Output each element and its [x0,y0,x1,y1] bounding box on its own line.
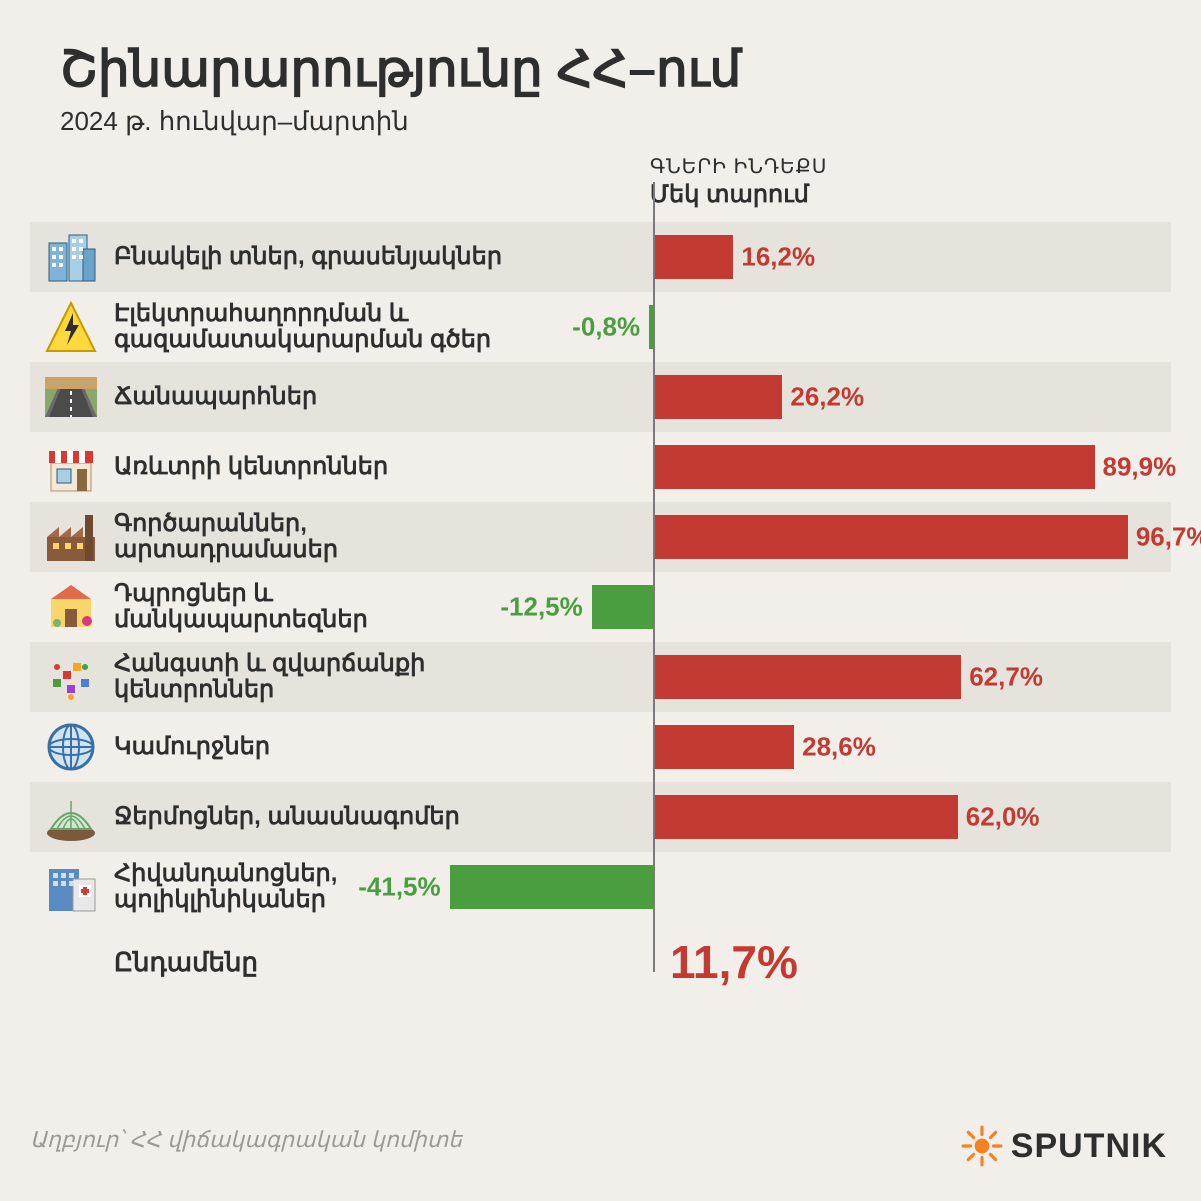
category-label: Հանգստի և զվարճանքի կենտրոններ [108,651,508,704]
total-label: Ընդամենը [114,947,258,978]
sputnik-sun-icon [961,1125,1003,1167]
hospital-icon [34,857,108,917]
bar-chart: Բնակելի տներ, գրասենյակներ 16,2% Էլեկտրահա… [30,222,1171,1002]
chart-row: Գործարաններ, արտադրամասեր96,7% [30,502,1171,572]
chart-row: Հանգստի և զվարճանքի կենտրոններ 62,7% [30,642,1171,712]
brand-logo: SPUTNIK [961,1125,1167,1167]
bar-positive [654,795,958,839]
chart-row: Դպրոցներ ևմանկապարտեզներ -12,5% [30,572,1171,642]
bar-positive [654,375,782,419]
bar-positive [654,235,733,279]
brand-text: SPUTNIK [1011,1127,1167,1166]
category-label: Ճանապարհներ [108,384,317,410]
legend: ԳՆԵՐԻ ԻՆԴԵՔՍ Մեկ տարում [650,155,1171,210]
value-label: -12,5% [500,592,582,623]
chart-row: Հիվանդանոցներ,պոլիկլինիկաներ -41,5% [30,852,1171,922]
chart-row: Ճանապարհներ 26,2% [30,362,1171,432]
value-label: 89,9% [1095,452,1177,483]
zero-axis [653,182,655,972]
legend-line2: Մեկ տարում [650,180,1171,210]
bar-positive [654,445,1095,489]
value-label: 62,0% [958,802,1040,833]
chart-row: Էլեկտրահաղորդման ևգազամատակարարման գծեր -… [30,292,1171,362]
leisure-icon [34,647,108,707]
chart-row: Ջերմոցներ, անասնագոմեր 62,0% [30,782,1171,852]
source-text: Աղբյուր՝ ՀՀ վիճակագրական կոմիտե [30,1127,462,1153]
school-icon [34,577,108,637]
value-label: 28,6% [794,732,876,763]
value-label: 16,2% [733,242,815,273]
bar-positive [654,515,1128,559]
chart-title: Շինարարությունը ՀՀ–ում [60,40,1171,98]
category-label: Հիվանդանոցներ,պոլիկլինիկաներ [108,861,337,914]
legend-line1: ԳՆԵՐԻ ԻՆԴԵՔՍ [650,155,1171,180]
bar-negative [450,865,653,909]
category-label: Էլեկտրահաղորդման ևգազամատակարարման գծեր [108,301,491,354]
total-value: 11,7% [670,935,798,989]
category-label: Դպրոցներ ևմանկապարտեզներ [108,581,368,634]
chart-row: Կամուրջներ 28,6% [30,712,1171,782]
chart-subtitle: 2024 թ. հունվար–մարտին [60,106,1171,137]
road-icon [34,367,108,427]
factory-icon [34,507,108,567]
category-label: Կամուրջներ [108,734,270,760]
shop-icon [34,437,108,497]
buildings-icon [34,227,108,287]
value-label: 26,2% [782,382,864,413]
chart-row: Բնակելի տներ, գրասենյակներ 16,2% [30,222,1171,292]
category-label: Բնակելի տներ, գրասենյակներ [108,244,502,270]
globe-icon [34,717,108,777]
category-label: Գործարաններ, արտադրամասեր [108,511,508,564]
category-label: Ջերմոցներ, անասնագոմեր [108,804,460,830]
greenhouse-icon [34,787,108,847]
bar-negative [592,585,653,629]
electric-icon [34,297,108,357]
chart-row: Առևտրի կենտրոններ89,9% [30,432,1171,502]
category-label: Առևտրի կենտրոններ [108,454,388,480]
total-row: Ընդամենը 11,7% [30,922,1171,1002]
value-label: 96,7% [1128,522,1201,553]
bar-positive [654,725,794,769]
value-label: -41,5% [358,872,440,903]
value-label: -0,8% [572,312,640,343]
value-label: 62,7% [961,662,1043,693]
bar-positive [654,655,961,699]
